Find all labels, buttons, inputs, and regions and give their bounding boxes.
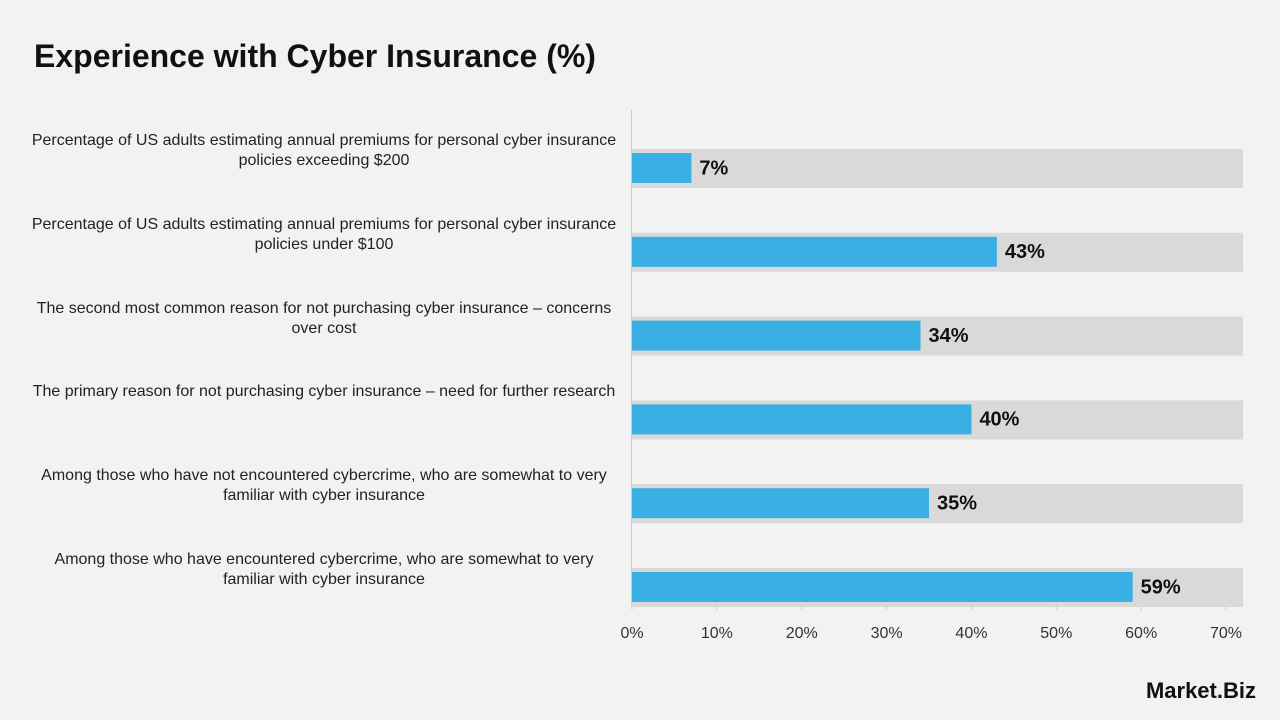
- value-label: 59%: [1141, 576, 1181, 598]
- bar: [632, 236, 997, 267]
- x-tick-label: 70%: [1210, 625, 1242, 642]
- category-label: Percentage of US adults estimating annua…: [31, 132, 617, 169]
- logo: Market.Biz: [1145, 678, 1256, 703]
- value-label: 35%: [937, 492, 977, 514]
- category-label: Among those who have not encountered cyb…: [41, 467, 607, 505]
- bar: [632, 572, 1133, 602]
- bar: [632, 153, 692, 183]
- x-tick-label: 20%: [786, 625, 818, 642]
- x-tick-label: 10%: [701, 625, 733, 642]
- value-label: 40%: [979, 409, 1019, 431]
- category-label: Among those who have encountered cybercr…: [54, 551, 594, 588]
- x-tick-label: 30%: [871, 625, 903, 642]
- chart-title: Experience with Cyber Insurance (%): [34, 38, 596, 74]
- value-label: 7%: [699, 157, 728, 179]
- category-label: The primary reason for not purchasing cy…: [32, 383, 616, 401]
- track: [632, 149, 1243, 188]
- x-tick-label: 0%: [620, 625, 643, 642]
- value-label: 43%: [1005, 241, 1045, 263]
- category-label: The second most common reason for not pu…: [36, 299, 612, 337]
- x-tick-label: 60%: [1125, 625, 1157, 642]
- x-tick-label: 50%: [1040, 625, 1072, 642]
- x-tick-label: 40%: [955, 625, 987, 642]
- bar: [632, 320, 921, 351]
- category-label: Percentage of US adults estimating annua…: [31, 215, 617, 253]
- bar: [632, 488, 930, 519]
- bar: [632, 404, 972, 435]
- value-label: 34%: [929, 325, 969, 347]
